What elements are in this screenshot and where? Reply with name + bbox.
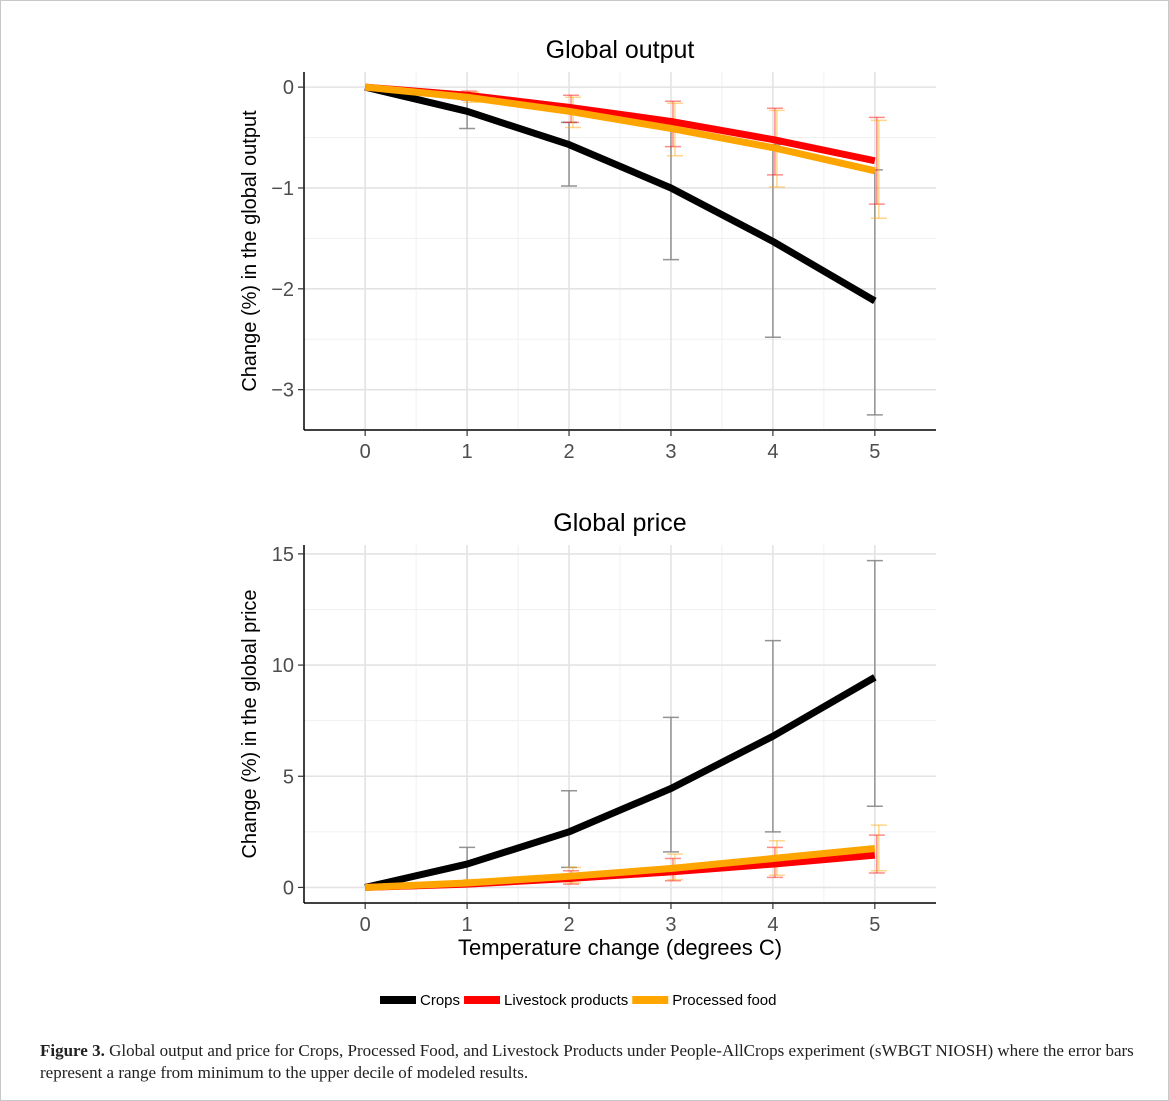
y-tick-label: −1 <box>271 178 294 200</box>
figure-svg: 0 1 2 3 4 5 0 −1 −2 −3 Global output Change (%) in … <box>239 36 936 1009</box>
x-axis-label: Temperature change (degrees C) <box>458 935 782 960</box>
figure-caption: Figure 3. Global output and price for Cr… <box>40 1040 1140 1084</box>
y-axis-label: Change (%) in the global price <box>239 589 261 858</box>
legend: Crops Livestock products Processed food <box>380 992 776 1009</box>
y-tick-label: 0 <box>283 77 294 99</box>
chart-title: Global output <box>546 36 695 64</box>
series-lines <box>364 83 877 304</box>
x-tick-label: 1 <box>462 441 473 463</box>
x-tick-label: 5 <box>869 441 880 463</box>
series-line-processed-food <box>365 845 876 891</box>
y-tick-label: 10 <box>272 655 294 677</box>
price-panel: 0 1 2 3 4 5 0 5 10 15 Global price Change (%) in th… <box>239 509 936 960</box>
caption-text: Global output and price for Crops, Proce… <box>40 1041 1134 1082</box>
series-line-processed-food <box>364 83 876 175</box>
output-panel: 0 1 2 3 4 5 0 −1 −2 −3 Global output Change (%) in … <box>239 36 936 463</box>
x-tick-label: 4 <box>767 441 778 463</box>
series-lines <box>364 674 877 891</box>
y-tick-label: −2 <box>271 279 294 301</box>
x-tick-label: 2 <box>563 914 574 936</box>
x-tick-label: 0 <box>360 441 371 463</box>
legend-label: Crops <box>420 992 460 1009</box>
x-tick-label: 0 <box>360 914 371 936</box>
x-tick-label: 1 <box>462 914 473 936</box>
x-tick-label: 4 <box>767 914 778 936</box>
legend-label: Processed food <box>672 992 776 1009</box>
chart-title: Global price <box>553 509 686 537</box>
y-tick-label: −3 <box>271 380 294 402</box>
x-tick-label: 3 <box>665 914 676 936</box>
series-line-crops <box>364 83 877 304</box>
y-tick-label: 15 <box>272 544 294 566</box>
gridlines <box>304 545 936 903</box>
y-tick-label: 5 <box>283 766 294 788</box>
caption-label: Figure 3. <box>40 1041 105 1060</box>
y-tick-label: 0 <box>283 877 294 899</box>
x-tick-label: 2 <box>563 441 574 463</box>
legend-label: Livestock products <box>504 992 628 1009</box>
x-tick-label: 3 <box>665 441 676 463</box>
x-tick-label: 5 <box>869 914 880 936</box>
y-axis-label: Change (%) in the global output <box>239 110 261 392</box>
series-line-crops <box>364 674 877 891</box>
